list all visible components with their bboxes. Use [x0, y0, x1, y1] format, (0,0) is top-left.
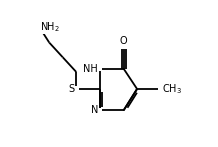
Bar: [94, 66, 102, 71]
Text: N: N: [91, 105, 98, 115]
Bar: [158, 86, 167, 92]
Text: NH$_2$: NH$_2$: [40, 20, 60, 34]
Text: O: O: [120, 36, 127, 46]
Bar: [119, 43, 128, 49]
Bar: [94, 108, 102, 113]
Text: CH$_3$: CH$_3$: [162, 82, 182, 96]
Text: NH: NH: [83, 64, 98, 74]
Text: S: S: [68, 84, 75, 94]
Bar: [70, 86, 79, 92]
Bar: [36, 24, 44, 30]
